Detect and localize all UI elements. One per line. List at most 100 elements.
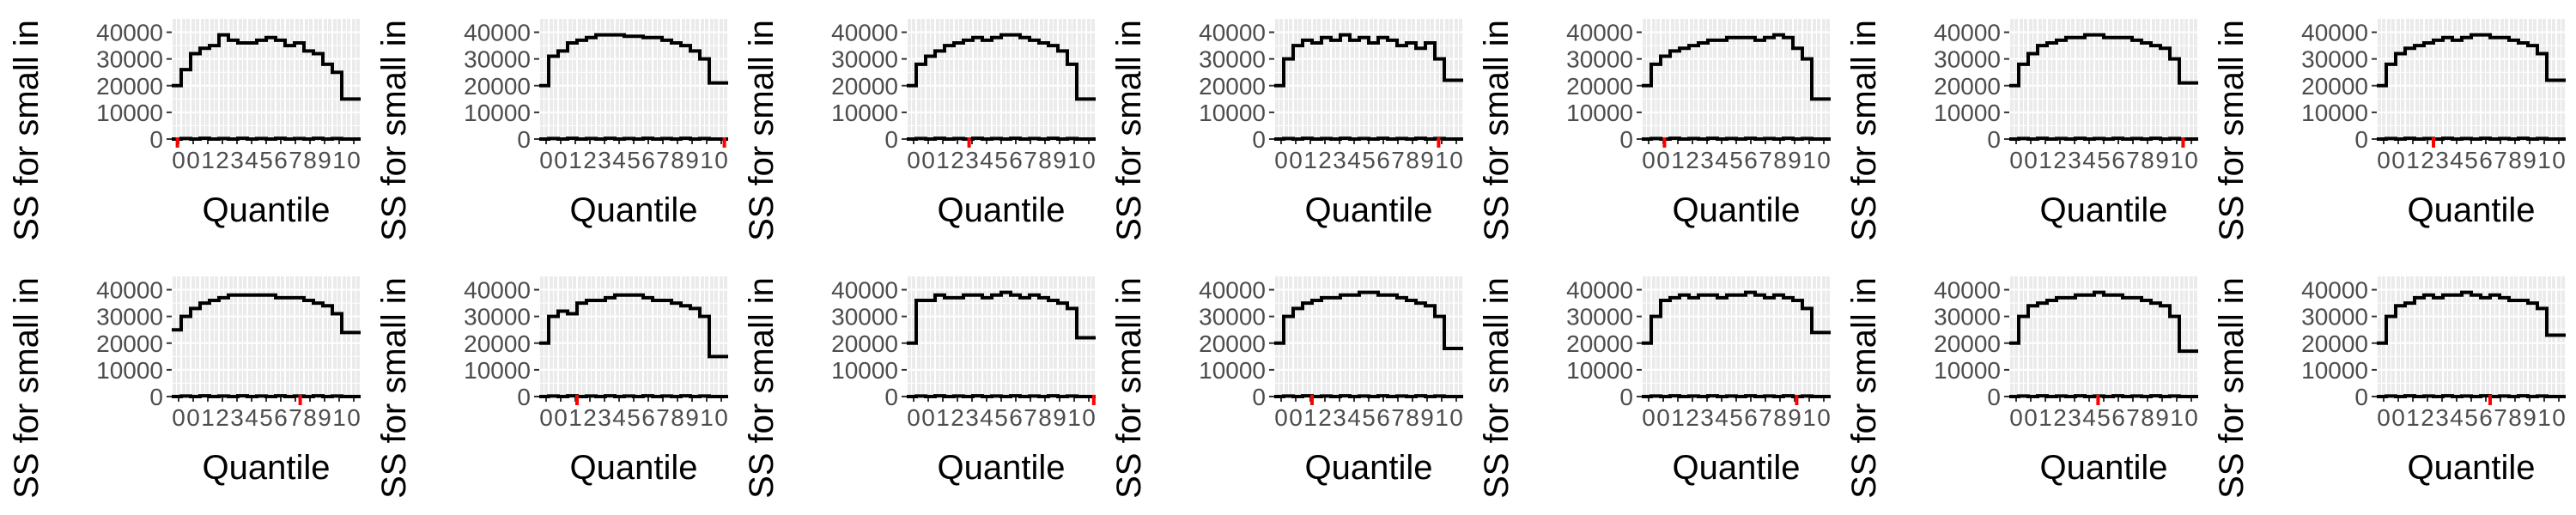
y-tick-label: 0 xyxy=(884,384,898,410)
x-tick-label: 5 xyxy=(1362,147,1376,173)
y-tick-label: 10000 xyxy=(2301,357,2368,384)
y-tick-label: 20000 xyxy=(1199,330,1266,357)
x-tick-label: 7 xyxy=(1391,147,1405,173)
x-tick-label: 0 xyxy=(2009,147,2023,173)
x-tick-label: 5 xyxy=(2097,404,2111,431)
y-tick-label: 10000 xyxy=(1199,357,1266,384)
series-line-main xyxy=(539,33,728,88)
y-tick-label: 40000 xyxy=(464,20,531,46)
x-tick-label: 9 xyxy=(1788,404,1801,431)
y-axis-title: SS for small in xyxy=(743,277,781,499)
series-line-baseline xyxy=(172,394,361,398)
x-tick-label: 0 xyxy=(921,147,935,173)
y-tick-label: 10000 xyxy=(1199,100,1266,126)
y-tick-label: 0 xyxy=(517,384,531,410)
y-tick-label: 30000 xyxy=(96,304,163,330)
chart-panel-11: 0 10000 20000 30000 40000 0 0 1 2 3 4 5 6 7 8 9 1 0 Quanti… xyxy=(1103,258,1470,515)
y-tick-label: 10000 xyxy=(464,357,531,384)
x-tick-label: 1 xyxy=(2537,147,2551,173)
x-tick-label: 0 xyxy=(172,147,185,173)
x-tick-label: 0 xyxy=(539,147,553,173)
y-tick-label: 30000 xyxy=(1199,304,1266,330)
x-tick-label: 0 xyxy=(2377,147,2391,173)
series-line-main xyxy=(172,33,361,101)
x-tick-label: 0 xyxy=(1656,147,1670,173)
x-tick-label: 0 xyxy=(1642,147,1656,173)
y-tick-label: 0 xyxy=(884,126,898,153)
x-tick-label: 0 xyxy=(1656,404,1670,431)
x-tick-label: 0 xyxy=(2391,404,2405,431)
x-tick-label: 6 xyxy=(2479,404,2493,431)
x-tick-label: 1 xyxy=(2038,404,2052,431)
x-axis-title: Quantile xyxy=(1305,191,1433,229)
x-tick-label: 1 xyxy=(332,404,346,431)
x-tick-label: 1 xyxy=(936,404,950,431)
x-tick-label: 8 xyxy=(1038,147,1052,173)
y-tick-label: 0 xyxy=(1619,384,1633,410)
x-axis-title: Quantile xyxy=(938,449,1066,487)
x-tick-label: 0 xyxy=(1082,147,1096,173)
x-tick-label: 0 xyxy=(347,147,361,173)
y-tick-label: 40000 xyxy=(1566,20,1633,46)
y-tick-label: 0 xyxy=(1252,384,1266,410)
y-tick-label: 20000 xyxy=(2301,73,2368,100)
x-tick-label: 1 xyxy=(2170,147,2184,173)
series-line-main xyxy=(1274,290,1463,350)
x-tick-label: 8 xyxy=(2141,404,2154,431)
y-tick-label: 20000 xyxy=(96,330,163,357)
x-tick-label: 7 xyxy=(2494,147,2507,173)
x-tick-label: 1 xyxy=(1067,404,1081,431)
x-tick-label: 0 xyxy=(2391,147,2405,173)
x-tick-label: 3 xyxy=(1700,404,1714,431)
x-tick-label: 2 xyxy=(216,404,229,431)
x-tick-label: 2 xyxy=(583,404,597,431)
x-tick-label: 7 xyxy=(289,404,302,431)
series-line-baseline xyxy=(907,394,1096,398)
x-tick-label: 9 xyxy=(1420,404,1434,431)
x-axis-title: Quantile xyxy=(203,449,331,487)
x-tick-label: 6 xyxy=(1744,147,1758,173)
x-tick-label: 0 xyxy=(1274,147,1288,173)
x-tick-label: 4 xyxy=(612,147,626,173)
x-tick-label: 6 xyxy=(2111,404,2125,431)
y-tick-label: 10000 xyxy=(2301,100,2368,126)
x-tick-label: 8 xyxy=(303,147,317,173)
x-tick-label: 2 xyxy=(583,147,597,173)
series-line-baseline xyxy=(907,136,1096,141)
y-axis-title: SS for small in xyxy=(1478,277,1516,499)
x-tick-label: 0 xyxy=(172,404,185,431)
x-tick-label: 5 xyxy=(259,404,273,431)
x-tick-label: 4 xyxy=(245,147,258,173)
x-tick-label: 1 xyxy=(1802,147,1816,173)
y-tick-label: 20000 xyxy=(464,330,531,357)
x-tick-label: 1 xyxy=(1802,404,1816,431)
x-tick-label: 7 xyxy=(2126,404,2140,431)
x-tick-label: 6 xyxy=(2111,147,2125,173)
y-axis-title: SS for small in xyxy=(2213,20,2251,241)
y-tick-label: 10000 xyxy=(1566,100,1633,126)
x-tick-label: 5 xyxy=(2097,147,2111,173)
x-axis-title: Quantile xyxy=(203,191,331,229)
x-tick-label: 3 xyxy=(1333,147,1346,173)
y-tick-label: 10000 xyxy=(1934,100,2001,126)
x-tick-label: 5 xyxy=(994,404,1008,431)
y-tick-label: 20000 xyxy=(464,73,531,100)
series-line-main xyxy=(1642,290,1831,345)
x-tick-label: 4 xyxy=(245,404,258,431)
x-tick-label: 1 xyxy=(2406,147,2420,173)
y-tick-label: 40000 xyxy=(831,20,898,46)
y-tick-label: 20000 xyxy=(1199,73,1266,100)
x-tick-label: 7 xyxy=(2126,147,2140,173)
x-tick-label: 3 xyxy=(965,404,979,431)
x-tick-label: 0 xyxy=(2377,404,2391,431)
x-tick-label: 2 xyxy=(951,147,964,173)
x-tick-label: 7 xyxy=(2494,404,2507,431)
x-tick-label: 9 xyxy=(318,147,331,173)
x-tick-label: 0 xyxy=(554,147,568,173)
chart-panel-6: 0 10000 20000 30000 40000 0 0 1 2 3 4 5 6 7 8 9 1 0 Quanti… xyxy=(1838,0,2205,258)
